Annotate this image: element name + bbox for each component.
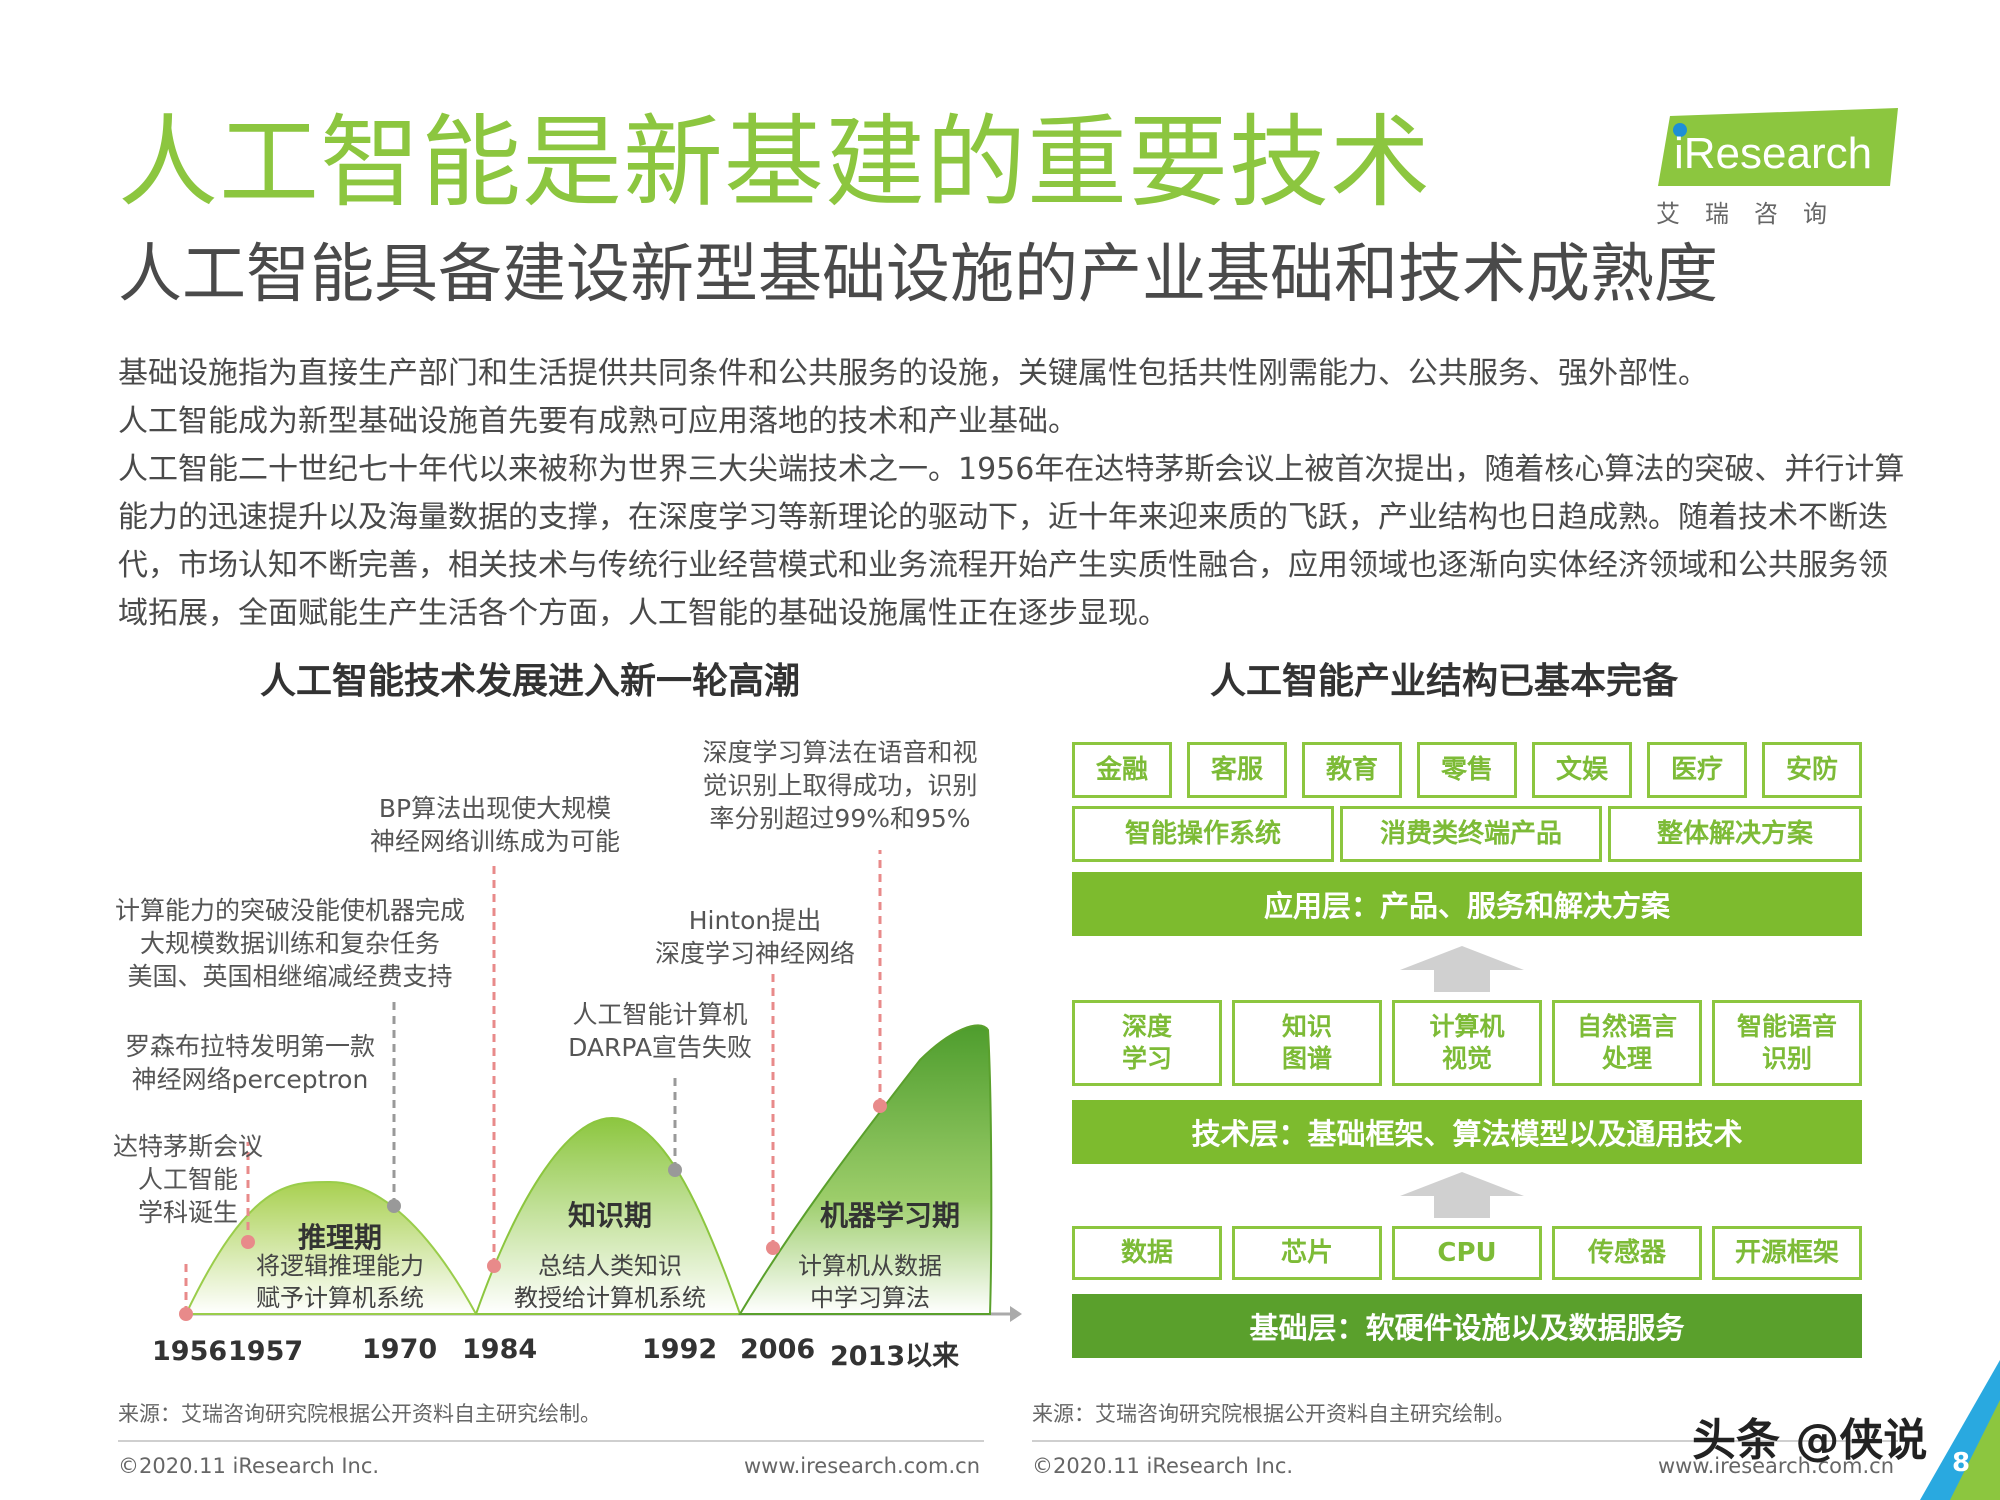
logo-subtitle: 艾瑞咨询	[1656, 200, 1852, 228]
event-label-deeplearning: 深度学习算法在语音和视 觉识别上取得成功，识别 率分别超过99%和95%	[702, 738, 978, 833]
watermark: 头条 @侠说	[1692, 1415, 1928, 1466]
page-subtitle: 人工智能具备建设新型基础设施的产业基础和技术成熟度	[118, 238, 1718, 312]
corner-decoration	[1920, 1360, 2000, 1500]
event-label-darpa: 人工智能计算机 DARPA宣告失败	[568, 1000, 752, 1062]
event-dot-1984	[487, 1259, 501, 1273]
tech-box-cv: 计算机 视觉	[1392, 1000, 1542, 1086]
base-box-data: 数据	[1072, 1226, 1222, 1280]
paragraph-3: 人工智能二十世纪七十年代以来被称为世界三大尖端技术之一。1956年在达特茅斯会议…	[118, 452, 1905, 631]
base-layer-bar: 基础层：软硬件设施以及数据服务	[1072, 1294, 1862, 1358]
tech-box-knowledge-graph: 知识 图谱	[1232, 1000, 1382, 1086]
base-box-chip: 芯片	[1232, 1226, 1382, 1280]
right-website-link[interactable]: www.iresearch.com.cn	[1658, 1454, 1895, 1478]
tech-box-deeplearning: 深度 学习	[1072, 1000, 1222, 1086]
period-desc-reasoning: 将逻辑推理能力 赋予计算机系统	[256, 1252, 424, 1312]
base-box-framework: 开源框架	[1712, 1226, 1862, 1280]
event-label-perceptron: 罗森布拉特发明第一款 神经网络perceptron	[124, 1032, 375, 1094]
app-box-finance: 金融	[1072, 742, 1172, 798]
base-box-sensor: 传感器	[1552, 1226, 1702, 1280]
right-source: 来源：艾瑞咨询研究院根据公开资料自主研究绘制。	[1032, 1402, 1515, 1426]
logo-text: iResearch	[1674, 129, 1872, 178]
app-box-solutions: 整体解决方案	[1608, 806, 1862, 862]
period-name-knowledge: 知识期	[567, 1199, 652, 1232]
paragraph-1: 基础设施指为直接生产部门和生活提供共同条件和公共服务的设施，关键属性包括共性刚需…	[118, 356, 1708, 391]
year-1956: 1956	[152, 1336, 228, 1367]
tech-layer-bar: 技术层：基础框架、算法模型以及通用技术	[1072, 1100, 1862, 1164]
left-footer-divider	[118, 1440, 984, 1442]
year-2013: 2013以来	[830, 1341, 960, 1372]
tech-box-nlp: 自然语言 处理	[1552, 1000, 1702, 1086]
right-footer-divider	[1032, 1440, 1898, 1442]
base-box-cpu: CPU	[1392, 1226, 1542, 1280]
event-dot-1970	[387, 1199, 401, 1213]
period-hump-reasoning	[184, 1180, 478, 1315]
left-chart-title: 人工智能技术发展进入新一轮高潮	[260, 661, 801, 702]
tech-box-speech: 智能语音 识别	[1712, 1000, 1862, 1086]
event-label-dartmouth: 达特茅斯会议 人工智能 学科诞生	[112, 1132, 263, 1227]
event-label-compute: 计算能力的突破没能使机器完成 大规模数据训练和复杂任务 美国、英国相继缩减经费支持	[114, 896, 465, 991]
up-arrow-icon-2	[1400, 1172, 1524, 1218]
paragraph-2: 人工智能成为新型基础设施首先要有成熟可应用落地的技术和产业基础。	[118, 404, 1078, 439]
app-box-security: 安防	[1762, 742, 1862, 798]
year-1970: 1970	[362, 1334, 438, 1365]
event-dot-1956	[179, 1307, 193, 1321]
right-chart-title: 人工智能产业结构已基本完备	[1210, 661, 1679, 702]
body-text: 基础设施指为直接生产部门和生活提供共同条件和公共服务的设施，关键属性包括共性刚需…	[118, 350, 1908, 638]
event-dot-1992	[668, 1163, 682, 1177]
event-dot-1957	[241, 1235, 255, 1249]
right-copyright: ©2020.11 iResearch Inc.	[1032, 1454, 1294, 1478]
event-label-bp: BP算法出现使大规模 神经网络训练成为可能	[369, 794, 620, 856]
event-dot-2006	[766, 1241, 780, 1255]
app-layer-bar: 应用层：产品、服务和解决方案	[1072, 872, 1862, 936]
page-number: 8	[1952, 1448, 1971, 1478]
event-label-hinton: Hinton提出 深度学习神经网络	[654, 906, 855, 968]
event-dot-2013	[873, 1099, 887, 1113]
left-source: 来源：艾瑞咨询研究院根据公开资料自主研究绘制。	[118, 1402, 601, 1426]
page-title: 人工智能是新基建的重要技术	[118, 104, 1431, 221]
period-desc-ml: 计算机从数据 中学习算法	[798, 1252, 942, 1312]
up-arrow-icon	[1400, 946, 1524, 992]
year-2006: 2006	[740, 1334, 816, 1365]
app-box-education: 教育	[1302, 742, 1402, 798]
left-copyright: ©2020.11 iResearch Inc.	[118, 1454, 380, 1478]
app-box-entertainment: 文娱	[1532, 742, 1632, 798]
app-box-os: 智能操作系统	[1072, 806, 1334, 862]
year-1992: 1992	[642, 1334, 718, 1365]
app-box-service: 客服	[1187, 742, 1287, 798]
app-box-consumer: 消费类终端产品	[1340, 806, 1602, 862]
period-name-reasoning: 推理期	[297, 1221, 382, 1254]
axis-arrow-icon	[1010, 1306, 1022, 1322]
period-desc-knowledge: 总结人类知识 教授给计算机系统	[514, 1252, 706, 1312]
period-name-ml: 机器学习期	[819, 1199, 960, 1232]
app-box-retail: 零售	[1417, 742, 1517, 798]
period-hump-ml	[738, 1024, 993, 1315]
year-1984: 1984	[462, 1334, 538, 1365]
app-box-medical: 医疗	[1647, 742, 1747, 798]
left-website-link[interactable]: www.iresearch.com.cn	[744, 1454, 981, 1478]
iresearch-logo: iResearch	[1658, 108, 1898, 186]
year-1957: 1957	[228, 1336, 304, 1367]
